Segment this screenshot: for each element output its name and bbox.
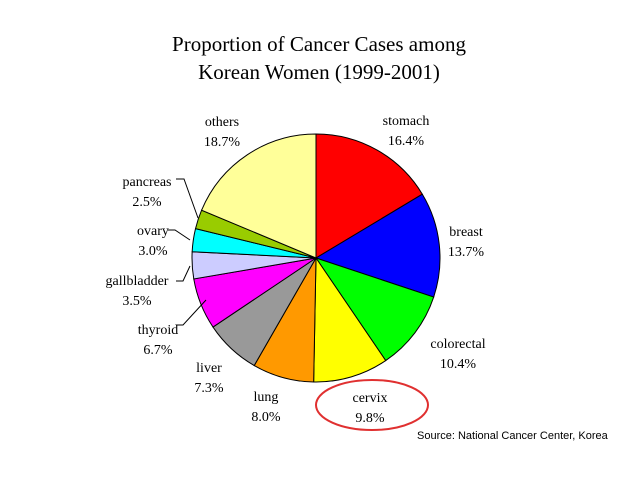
slice-value-ovary: 3.0%: [138, 244, 168, 259]
slice-label-cervix: cervix: [353, 391, 388, 406]
chart-title: Proportion of Cancer Cases among Korean …: [0, 30, 638, 86]
leader-line-thyroid: [176, 299, 207, 326]
slice-label-gallbladder: gallbladder: [106, 274, 169, 289]
slice-label-stomach: stomach: [383, 114, 430, 129]
slice-labels: stomach 16.4% breast 13.7% colorectal 10.4% ce…: [106, 114, 486, 426]
slice-label-ovary: ovary: [137, 224, 169, 239]
pie-slice-stomach: [315, 133, 424, 259]
slice-label-breast: breast: [449, 225, 483, 240]
slice-label-pancreas: pancreas: [123, 175, 172, 190]
slice-value-colorectal: 10.4%: [440, 357, 477, 372]
pie-slice-breast: [314, 193, 441, 298]
chart-title-line-1: Proportion of Cancer Cases among: [172, 32, 466, 56]
pie-slice-cervix: [313, 256, 387, 383]
leader-line-ovary: [168, 229, 191, 241]
slice-value-thyroid: 6.7%: [143, 343, 173, 358]
slice-value-breast: 13.7%: [448, 245, 485, 260]
chart-title-line-2: Korean Women (1999-2001): [198, 60, 440, 84]
pie-slice-colorectal: [314, 257, 435, 362]
leader-line-pancreas: [176, 178, 199, 219]
leader-line-gallbladder: [176, 265, 191, 282]
slice-value-cervix: 9.8%: [355, 411, 385, 426]
slice-value-lung: 8.0%: [251, 410, 281, 425]
leader-lines: [168, 178, 207, 326]
slice-label-lung: lung: [254, 390, 279, 405]
pie-slice-others: [200, 133, 317, 259]
source-note: Source: National Cancer Center, Korea: [417, 430, 608, 442]
slice-value-gallbladder: 3.5%: [122, 294, 152, 309]
slice-label-colorectal: colorectal: [430, 337, 485, 352]
pie-slices: [191, 133, 441, 383]
slice-label-others: others: [205, 115, 239, 130]
slice-value-stomach: 16.4%: [388, 134, 425, 149]
cervix-highlight-ellipse: [315, 379, 429, 431]
slice-label-thyroid: thyroid: [138, 323, 178, 338]
slice-value-others: 18.7%: [204, 135, 241, 150]
slice-value-liver: 7.3%: [194, 381, 224, 396]
slice-value-pancreas: 2.5%: [132, 195, 162, 210]
slice-label-liver: liver: [196, 361, 222, 376]
